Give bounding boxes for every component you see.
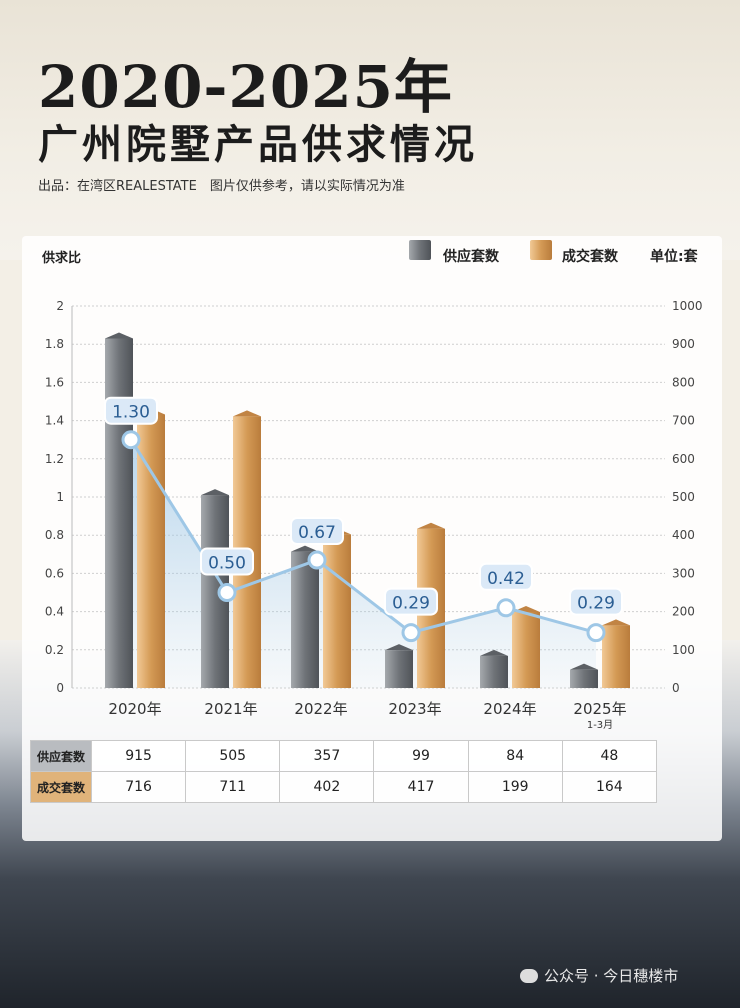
y-right-tick-label: 600 (672, 452, 695, 466)
table-cell: 711 (185, 771, 281, 803)
data-table: 供应套数 915 505 357 99 84 48 成交套数 716 711 4… (30, 740, 658, 803)
deal-bar (512, 605, 540, 688)
ratio-point (401, 623, 421, 643)
x-tick-label: 2023年 (388, 700, 441, 718)
source-note: 出品：在湾区REALESTATE 图片仅供参考，请以实际情况为准 (38, 179, 405, 194)
y-left-tick-label: 2 (56, 299, 64, 313)
table-cell: 164 (561, 771, 658, 803)
x-tick-note: 1-3月 (587, 719, 613, 731)
y-left-tick-label: 0.8 (45, 528, 64, 542)
ratio-data-label: 0.50 (200, 547, 254, 576)
ratio-point (121, 430, 141, 450)
x-tick-label: 2020年 (108, 700, 161, 718)
y-left-tick-label: 0 (56, 681, 64, 695)
y-left-tick-label: 0.2 (45, 643, 64, 657)
unit-label: 单位:套 (650, 248, 698, 265)
ratio-point (586, 623, 606, 643)
header-background (0, 0, 740, 260)
table-cell: 716 (90, 771, 187, 803)
supply-bar (570, 663, 598, 688)
ratio-data-label: 0.42 (479, 562, 533, 591)
supply-bar (480, 649, 508, 688)
svg-text:0.67: 0.67 (298, 523, 336, 543)
y-right-tick-label: 200 (672, 605, 695, 619)
ratio-data-label: 0.29 (569, 587, 623, 616)
x-tick-label: 2024年 (483, 700, 536, 718)
y-right-tick-label: 900 (672, 337, 695, 351)
y-left-tick-label: 0.6 (45, 566, 64, 580)
y-right-tick-label: 800 (672, 375, 695, 389)
x-tick-label: 2025年 (573, 700, 626, 718)
table-cell: 199 (467, 771, 563, 803)
ratio-data-label: 0.29 (384, 587, 438, 616)
legend-supply-label: 供应套数 (442, 248, 500, 265)
table-row-deal: 成交套数 716 711 402 417 199 164 (30, 771, 658, 803)
y-right-tick-label: 300 (672, 566, 695, 580)
y-left-tick-label: 1.2 (45, 452, 64, 466)
watermark-text: 公众号 · 今日穗楼市 (544, 967, 679, 985)
ratio-point (496, 598, 516, 618)
y-left-tick-label: 1.4 (45, 414, 64, 428)
ratio-point (307, 550, 327, 570)
table-cell: 915 (90, 740, 187, 772)
svg-text:1.30: 1.30 (112, 403, 150, 423)
x-tick-label: 2021年 (204, 700, 257, 718)
y-left-tick-label: 0.4 (45, 605, 64, 619)
ratio-data-label: 1.30 (104, 396, 158, 425)
bar-line-chart: 0 0.2 0.4 0.6 0.8 1 1.2 1.4 1.6 1.8 2 0 100 200 300 40… (41, 240, 703, 731)
table-row-label: 供应套数 (30, 740, 92, 772)
table-cell: 357 (279, 740, 375, 772)
left-axis-title: 供求比 (41, 250, 81, 266)
y-right-tick-label: 700 (672, 414, 695, 428)
table-row-label: 成交套数 (30, 771, 92, 803)
wechat-icon (520, 969, 538, 983)
table-cell: 417 (373, 771, 469, 803)
svg-text:0.50: 0.50 (208, 554, 246, 574)
ratio-data-label: 0.67 (290, 517, 344, 546)
supply-bar (385, 644, 413, 688)
svg-text:0.29: 0.29 (392, 594, 430, 614)
legend-deal-swatch (530, 240, 552, 260)
svg-text:0.29: 0.29 (577, 594, 615, 614)
y-right-tick-label: 100 (672, 643, 695, 657)
y-right-tick-label: 400 (672, 528, 695, 542)
x-tick-label: 2022年 (294, 700, 347, 718)
y-left-tick-label: 1.6 (45, 375, 64, 389)
supply-bar (105, 332, 133, 688)
y-left-tick-label: 1 (56, 490, 64, 504)
deal-bar (137, 408, 165, 688)
table-cell: 402 (279, 771, 375, 803)
table-cell: 84 (467, 740, 563, 772)
y-right-tick-label: 500 (672, 490, 695, 504)
y-right-tick-label: 0 (672, 681, 680, 695)
page-subtitle: 广州院墅产品供求情况 (38, 121, 478, 168)
table-cell: 48 (561, 740, 658, 772)
svg-text:0.42: 0.42 (487, 569, 525, 589)
page-title: 2020-2025年 (38, 53, 453, 121)
deal-bar (602, 619, 630, 688)
deal-bar (323, 528, 351, 688)
watermark: 公众号 · 今日穗楼市 (520, 965, 678, 986)
legend-deal-label: 成交套数 (562, 248, 619, 265)
legend-supply-swatch (409, 240, 431, 260)
ratio-point (217, 583, 237, 602)
y-left-tick-label: 1.8 (45, 337, 64, 351)
supply-bar (291, 545, 319, 688)
table-cell: 99 (373, 740, 469, 772)
table-row-supply: 供应套数 915 505 357 99 84 48 (30, 740, 658, 772)
table-cell: 505 (185, 740, 281, 772)
y-right-tick-label: 1000 (672, 299, 703, 313)
